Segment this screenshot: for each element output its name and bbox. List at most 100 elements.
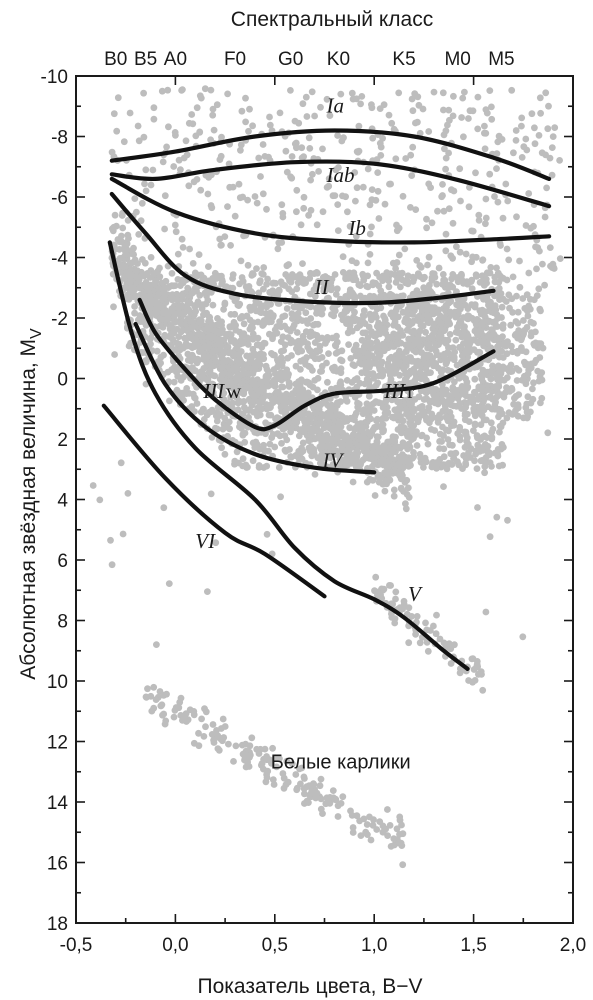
star-point (207, 86, 215, 94)
star-point (304, 389, 312, 397)
star-point (308, 352, 316, 360)
star-point (125, 342, 133, 350)
star-point (462, 459, 469, 467)
star-point (504, 197, 512, 205)
star-point (293, 208, 300, 216)
star-point (355, 122, 363, 130)
star-point (339, 253, 347, 261)
star-point (160, 294, 167, 302)
star-point (200, 311, 207, 319)
star-point (239, 370, 247, 378)
star-point (472, 253, 480, 261)
star-point (545, 102, 552, 110)
star-point (389, 437, 397, 445)
star-point (117, 459, 125, 467)
star-point (451, 378, 458, 386)
star-point (324, 378, 331, 386)
star-point (163, 143, 171, 151)
star-point (247, 322, 255, 330)
star-point (232, 742, 240, 750)
star-point (386, 582, 393, 589)
star-point (325, 442, 332, 450)
star-point (110, 223, 118, 231)
star-point (196, 291, 204, 299)
star-point (352, 293, 359, 301)
star-point (141, 180, 148, 188)
star-point (292, 418, 299, 425)
star-point (295, 119, 303, 127)
star-point (164, 315, 172, 322)
star-point (261, 302, 268, 310)
star-point (524, 312, 532, 320)
star-point (205, 263, 212, 270)
star-point (513, 292, 520, 300)
y-tick-label: 6 (57, 551, 68, 572)
star-point (242, 461, 250, 469)
star-point (505, 291, 513, 299)
star-point (245, 407, 253, 414)
star-point (162, 717, 170, 725)
star-point (173, 296, 181, 304)
star-point (158, 279, 166, 287)
star-point (317, 795, 325, 803)
star-point (174, 250, 182, 258)
star-point (243, 312, 251, 320)
star-point (485, 355, 493, 363)
star-point (498, 136, 506, 143)
star-point (283, 405, 291, 412)
star-point (413, 257, 421, 264)
star-point (298, 449, 305, 456)
star-point (423, 434, 430, 442)
star-point (530, 222, 537, 230)
star-point (424, 647, 432, 655)
star-point (418, 432, 425, 440)
y-tick-label: 0 (57, 370, 68, 391)
star-point (509, 273, 517, 281)
star-point (471, 303, 479, 311)
star-point (285, 261, 292, 268)
star-point (216, 346, 224, 353)
star-point (133, 279, 141, 286)
star-point (210, 736, 218, 744)
star-point (198, 320, 205, 328)
star-point (372, 449, 379, 456)
star-point (316, 434, 323, 442)
star-point (298, 455, 306, 463)
star-point (346, 289, 354, 297)
star-point (556, 255, 564, 262)
star-point (117, 238, 125, 245)
star-point (333, 450, 341, 458)
star-point (274, 430, 281, 438)
star-point (497, 423, 505, 431)
star-point (170, 163, 178, 170)
star-point (141, 259, 149, 267)
star-point (305, 379, 312, 386)
star-point (415, 101, 423, 109)
star-point (389, 446, 397, 454)
star-point (456, 303, 464, 311)
star-point (440, 131, 448, 139)
star-point (546, 154, 554, 162)
star-point (134, 122, 142, 130)
star-point (244, 370, 252, 377)
star-point (132, 292, 140, 300)
star-point (473, 273, 480, 280)
star-point (308, 88, 316, 96)
star-point (384, 806, 391, 813)
star-point (439, 181, 446, 188)
star-point (533, 265, 540, 273)
star-point (124, 231, 132, 239)
star-point (243, 383, 251, 391)
star-point (503, 245, 511, 253)
star-point (426, 281, 433, 289)
star-point (300, 204, 308, 212)
star-point (171, 221, 179, 229)
star-point (316, 342, 324, 350)
star-point (492, 394, 500, 402)
star-point (153, 641, 160, 648)
star-point (493, 384, 501, 392)
star-point (525, 190, 533, 197)
star-point (224, 90, 232, 98)
star-point (183, 304, 191, 312)
star-point (155, 290, 163, 297)
